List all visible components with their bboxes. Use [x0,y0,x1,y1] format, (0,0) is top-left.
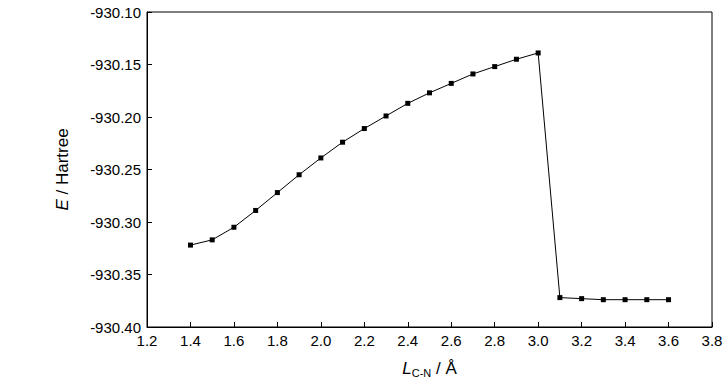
svg-text:-930.35: -930.35 [90,266,141,283]
svg-text:3.6: 3.6 [658,332,679,349]
svg-text:/ Å: / Å [431,359,457,378]
svg-text:2.6: 2.6 [441,332,462,349]
svg-text:1.2: 1.2 [137,332,158,349]
svg-text:3.0: 3.0 [528,332,549,349]
svg-text:2.2: 2.2 [354,332,375,349]
svg-text:2.8: 2.8 [484,332,505,349]
svg-text:-930.25: -930.25 [90,161,141,178]
svg-text:L: L [402,359,411,378]
svg-text:E: E [53,199,72,211]
svg-text:1.6: 1.6 [223,332,244,349]
svg-text:1.8: 1.8 [267,332,288,349]
svg-text:-930.40: -930.40 [90,319,141,336]
svg-text:-930.30: -930.30 [90,214,141,231]
svg-text:2.4: 2.4 [397,332,418,349]
svg-text:C-N: C-N [412,367,432,379]
svg-text:-930.15: -930.15 [90,56,141,73]
svg-text:-930.10: -930.10 [90,4,141,21]
svg-text:-930.20: -930.20 [90,109,141,126]
svg-text:3.8: 3.8 [702,332,723,349]
svg-text:/ Hartree: / Hartree [53,128,72,199]
svg-text:1.4: 1.4 [180,332,201,349]
svg-text:3.2: 3.2 [571,332,592,349]
svg-text:3.4: 3.4 [615,332,636,349]
svg-text:2.0: 2.0 [310,332,331,349]
